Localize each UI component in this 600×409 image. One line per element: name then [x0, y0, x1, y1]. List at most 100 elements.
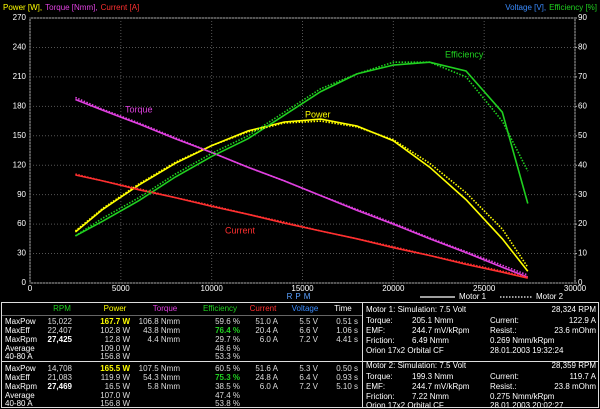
series-annotation: Efficiency — [445, 49, 484, 59]
motor-info: EMF: — [366, 382, 385, 391]
legend-label: Motor 2 — [536, 292, 564, 301]
series-annotation: Current — [225, 225, 256, 235]
row-label: MaxPow — [5, 364, 36, 373]
table-cell: 15,022 — [48, 317, 73, 326]
motor-info: Current: — [490, 316, 519, 325]
table-cell: 6.0 A — [260, 335, 279, 344]
table-cell: 5.5 V — [299, 317, 318, 326]
y-tick-label: 150 — [13, 131, 27, 140]
series-line — [75, 96, 529, 276]
x-tick-label: 15000 — [291, 284, 314, 293]
motor-info: Torque: — [366, 316, 393, 325]
series-line — [74, 118, 529, 272]
motor-info: 28,324 RPM — [552, 305, 597, 314]
table-cell: 59.6 % — [215, 317, 240, 326]
table-cell: 6.4 V — [299, 373, 318, 382]
table-cell: 27,469 — [48, 382, 73, 391]
y-tick-label: 0 — [22, 278, 27, 287]
table-cell: 0.93 s — [336, 373, 358, 382]
table-cell: 47.4 % — [215, 391, 240, 400]
series-line — [75, 174, 528, 279]
y2-tick-label: 30 — [578, 190, 587, 199]
table-cell: 21,083 — [48, 373, 73, 382]
y2-tick-label: 80 — [578, 43, 587, 52]
y2-tick-label: 70 — [578, 72, 587, 81]
table-cell: 16.5 W — [105, 382, 131, 391]
table-cell: 14,708 — [48, 364, 73, 373]
motor-info: 199.3 Nmm — [412, 372, 454, 381]
table-cell: 53.3 % — [215, 352, 240, 361]
y-tick-label: 120 — [13, 160, 27, 169]
y-tick-label: 240 — [13, 43, 27, 52]
table-cell: 119.9 W — [101, 373, 131, 382]
table-cell: 165.5 W — [100, 364, 130, 373]
table-cell: 4.4 Nmm — [148, 335, 181, 344]
y-axis-label: Torque [Nmm], — [45, 3, 97, 12]
table-frame — [1, 302, 599, 408]
y-tick-label: 60 — [17, 219, 26, 228]
column-header: Torque — [153, 304, 178, 313]
row-label: MaxPow — [5, 317, 36, 326]
y2-tick-label: 90 — [578, 13, 587, 22]
table-cell: 156.8 W — [100, 399, 130, 408]
column-header: RPM — [53, 304, 71, 313]
motor-info: Motor 1: Simulation: 7.5 Volt — [366, 305, 467, 314]
row-label: MaxRpm — [5, 382, 37, 391]
motor-info: Motor 2: Simulation: 7.5 Volt — [366, 361, 467, 370]
table-cell: 1.06 s — [336, 326, 358, 335]
motor-info: Friction: — [366, 336, 394, 345]
row-label: MaxEff — [5, 373, 31, 382]
table-cell: 106.8 Nmm — [139, 317, 181, 326]
series-line — [75, 98, 529, 278]
motor-info: 23.8 mOhm — [554, 382, 596, 391]
motor-info: 7.22 Nmm — [412, 392, 449, 401]
table-cell: 38.5 % — [215, 382, 240, 391]
table-cell: 109.0 W — [100, 344, 130, 353]
table-cell: 102.8 W — [100, 326, 130, 335]
table-cell: 22,407 — [48, 326, 73, 335]
motor-info: 23.6 mOhm — [554, 326, 596, 335]
legend-label: Motor 1 — [459, 292, 487, 301]
table-cell: 53.8 % — [215, 399, 240, 408]
motor-info: 122.9 A — [569, 316, 597, 325]
motor-info: Orion 17x2 Orbital CF — [366, 401, 444, 409]
motor-info: 119.7 A — [569, 372, 596, 381]
x-tick-label: 5000 — [112, 284, 130, 293]
table-cell: 4.41 s — [336, 335, 358, 344]
x-tick-label: 20000 — [382, 284, 405, 293]
column-header: Voltage — [292, 304, 319, 313]
table-cell: 5.10 s — [336, 382, 358, 391]
table-cell: 51.0 A — [255, 317, 278, 326]
table-cell: 5.8 Nmm — [148, 382, 181, 391]
motor-info: EMF: — [366, 326, 385, 335]
motor-info: Current: — [490, 372, 519, 381]
y2-tick-label: 40 — [578, 160, 587, 169]
table-cell: 6.6 V — [299, 326, 318, 335]
series-line — [75, 61, 529, 237]
motor-info: 6.49 Nmm — [412, 336, 449, 345]
table-cell: 75.3 % — [215, 373, 240, 382]
x-tick-label: 30000 — [564, 284, 587, 293]
table-cell: 0.51 s — [336, 317, 358, 326]
motor-info: Resist.: — [490, 382, 517, 391]
motor-info: 28.01.2003 20:02:27 — [490, 401, 564, 409]
column-header: Current — [250, 304, 277, 313]
motor-info: Torque: — [366, 372, 393, 381]
row-label: MaxEff — [5, 326, 31, 335]
row-label: Average — [5, 344, 35, 353]
y-tick-label: 180 — [13, 101, 27, 110]
table-cell: 27,425 — [48, 335, 73, 344]
motor-info: 0.269 Nmm/kRpm — [490, 336, 555, 345]
x-tick-label: 10000 — [201, 284, 224, 293]
series-line — [74, 120, 529, 268]
motor-info: 28.01.2003 19:32:24 — [490, 346, 564, 355]
y2-tick-label: 60 — [578, 101, 587, 110]
row-label: 40-80 A — [5, 352, 33, 361]
table-cell: 6.0 A — [260, 382, 279, 391]
row-label: 40-80 A — [5, 399, 33, 408]
table-cell: 54.3 Nmm — [143, 373, 180, 382]
motor-info: 0.275 Nmm/kRpm — [490, 392, 555, 401]
y-tick-label: 90 — [17, 190, 26, 199]
